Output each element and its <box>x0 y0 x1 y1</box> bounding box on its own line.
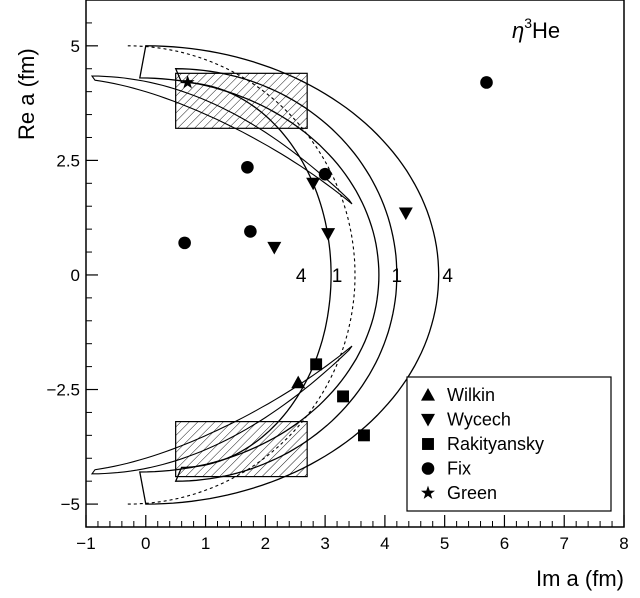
x-tick-label: 1 <box>201 534 210 553</box>
legend-item: Green <box>421 483 497 503</box>
rakityansky-marker <box>337 390 349 403</box>
y-tick-label: −5 <box>61 495 80 514</box>
x-axis-label: Im a (fm) <box>536 566 624 591</box>
legend-item: Fix <box>421 459 471 479</box>
wycech-marker <box>321 228 336 241</box>
shaded-box-2 <box>175 421 308 478</box>
plot-frame <box>85 0 625 528</box>
contour-1 <box>174 68 398 482</box>
legend-rakityansky-marker <box>422 438 434 450</box>
contour-label: 1 <box>392 266 403 287</box>
contour-label: 4 <box>296 266 307 287</box>
legend-label: Green <box>447 483 497 503</box>
x-tick-label: 0 <box>141 534 150 553</box>
y-axis-ticks: −5 −2.5 0 2.5 5 <box>46 0 98 528</box>
wilkin-marker <box>291 375 306 389</box>
contour-label: 4 <box>442 266 453 287</box>
y-tick-label: −2.5 <box>46 381 80 400</box>
y-axis-label: Re a (fm) <box>14 48 39 140</box>
legend-item: Wilkin <box>421 385 495 405</box>
rakityansky-marker <box>358 429 370 442</box>
fix-marker <box>241 160 254 174</box>
y-tick-label: 0 <box>71 266 80 285</box>
contour-label: 1 <box>332 266 343 287</box>
x-tick-label: 5 <box>440 534 449 553</box>
legend-item: Wycech <box>421 410 511 430</box>
fix-marker <box>318 167 332 181</box>
green-marker <box>180 75 195 89</box>
y-tick-label: 5 <box>71 37 80 56</box>
wycech-marker <box>398 207 413 221</box>
x-tick-label: 8 <box>619 534 628 553</box>
legend-green-marker <box>421 485 435 499</box>
fix-marker <box>244 225 257 238</box>
contour-labels: 4 1 1 4 <box>296 266 453 287</box>
x-tick-label: 3 <box>320 534 329 553</box>
legend-fix-marker <box>421 462 435 475</box>
legend: Wilkin Wycech Rakityansky Fix Green <box>406 376 612 512</box>
wycech-marker <box>267 241 282 255</box>
legend-label: Wilkin <box>447 385 495 405</box>
legend-label: Rakityansky <box>447 434 544 454</box>
shaded-boxes <box>175 72 308 478</box>
x-tick-label: −1 <box>76 534 95 553</box>
x-tick-label: 4 <box>380 534 389 553</box>
wycech-marker <box>306 177 321 191</box>
data-markers <box>178 75 493 442</box>
legend-wycech-marker <box>421 413 435 427</box>
contour-4 <box>139 45 440 505</box>
legend-box <box>406 376 612 512</box>
fix-marker <box>480 76 493 89</box>
x-tick-label: 6 <box>500 534 509 553</box>
legend-label: Fix <box>447 459 471 479</box>
chart-title: η3He <box>512 15 560 43</box>
legend-wilkin-marker <box>421 388 435 401</box>
rakityansky-marker <box>310 358 323 371</box>
legend-item: Rakityansky <box>422 434 544 454</box>
x-tick-label: 2 <box>261 534 270 553</box>
shaded-box-1 <box>175 72 308 129</box>
x-axis-ticks: −1 0 1 2 3 4 5 6 7 8 <box>76 515 629 553</box>
fix-marker <box>178 236 191 250</box>
y-tick-label: 2.5 <box>56 151 80 170</box>
legend-label: Wycech <box>447 410 511 430</box>
x-tick-label: 7 <box>559 534 568 553</box>
